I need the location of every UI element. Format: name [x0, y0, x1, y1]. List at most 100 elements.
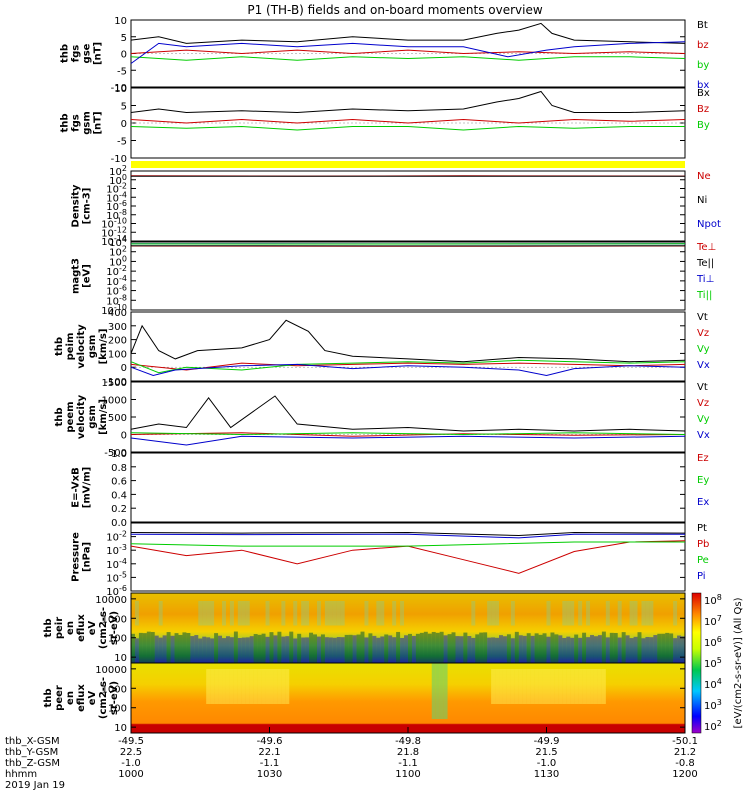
y-tick-label: 10 [114, 653, 127, 664]
y-axis-label: thbfgsgsm[nT] [60, 111, 104, 135]
y-tick-label: 0 [121, 431, 127, 442]
x-tick-label-z_gsm: -1.1 [398, 758, 418, 769]
colorbar: 108 107 106 105 104 103 102 [eV/(cm2-s-sr-eV)] … [692, 593, 744, 733]
panel-density: 10210010-210-410-610-810-1010-1210-14Den… [71, 164, 721, 248]
x-tick-label-x_gsm: -49.6 [257, 736, 283, 747]
panel-peim: 4003002001000-100thbpeimvelocitygsm[km/s… [54, 308, 710, 388]
y-tick-label: 0 [121, 363, 127, 374]
legend-Ez: Ez [697, 453, 709, 464]
y-axis-label: thbpeirenefluxeV(cm2-s-sr-eV) [43, 607, 120, 649]
colorbar-tick-label: 104 [704, 677, 722, 691]
x-tick-label-z_gsm: -1.1 [260, 758, 280, 769]
legend-Ti⊥: Ti⊥ [696, 274, 714, 285]
colorbar-scale [692, 593, 701, 733]
x-tick-label-hhmm: 1200 [672, 769, 697, 780]
panels-layer: 1050-5-10thbfgsgse[nT]Btbzbybx1050-5-10t… [43, 16, 721, 734]
legend-Vt: Vt [697, 382, 708, 393]
panel-frame [131, 171, 685, 241]
legend-Ey: Ey [697, 475, 709, 486]
y-tick-label: -5 [117, 137, 127, 148]
legend-Ex: Ex [697, 497, 709, 508]
y-tick-label: 1.0 [111, 449, 127, 460]
legend-Vz: Vz [697, 398, 709, 409]
x-tick-label-z_gsm: -1.0 [537, 758, 557, 769]
date-label: 2019 Jan 19 [5, 780, 65, 791]
x-tick-label-hhmm: 1030 [257, 769, 282, 780]
y-tick-label: 10-3 [106, 543, 127, 557]
legend-Ni: Ni [697, 195, 707, 206]
x-row-label: thb_Z-GSM [5, 758, 60, 769]
series-line-Pi [131, 534, 685, 538]
y-tick-label: -5 [117, 66, 127, 77]
x-tick-label-y_gsm: 21.2 [674, 747, 696, 758]
x-row-label: thb_Y-GSM [5, 747, 58, 758]
legend-Bz: Bz [697, 104, 709, 115]
x-tick-label-x_gsm: -49.9 [534, 736, 560, 747]
y-tick-label: 5 [121, 102, 127, 113]
x-tick-label-y_gsm: 22.5 [120, 747, 142, 758]
x-axis-layer: thb_X-GSMthb_Y-GSMthb_Z-GSMhhmm-49.522.5… [5, 727, 698, 791]
series-line-Bt [131, 23, 685, 43]
colorbar-tick-label: 102 [704, 719, 722, 733]
colorbar-label: [eV/(cm2-s-sr-eV)] (All Qs) [733, 597, 744, 728]
legend-Vz: Vz [697, 328, 709, 339]
x-tick-label-z_gsm: -1.0 [121, 758, 141, 769]
y-tick-label: 0 [121, 119, 127, 130]
legend-bz: bz [697, 40, 709, 51]
y-tick-label: 10 [114, 723, 127, 734]
x-tick-label-hhmm: 1100 [395, 769, 420, 780]
legend-Pe: Pe [697, 555, 709, 566]
colorbar-tick-label: 108 [704, 593, 722, 607]
y-tick-label: 200 [108, 336, 127, 347]
legend-Bt: Bt [697, 20, 708, 31]
legend-Te||: Te|| [696, 258, 714, 269]
x-tick-label-hhmm: 1000 [118, 769, 143, 780]
y-tick-label: 0.2 [111, 504, 127, 515]
y-tick-label: 300 [108, 322, 127, 333]
legend-Te⊥: Te⊥ [696, 242, 716, 253]
panel-peem: 150010005000-500thbpeemvelocitygsm[km/s]… [54, 378, 710, 459]
y-tick-label: 5 [121, 33, 127, 44]
legend-By: By [697, 120, 710, 131]
y-axis-label: thbpeimvelocitygsm[km/s] [54, 324, 109, 369]
y-tick-label: 0.4 [111, 490, 127, 501]
colorbar-tick-label: 105 [704, 656, 722, 670]
chart-title: P1 (TH-B) fields and on-board moments ov… [247, 3, 543, 17]
x-row-label: hhmm [5, 769, 37, 780]
y-axis-label: thbpeemvelocitygsm[km/s] [54, 394, 109, 439]
panel-temperature: 10410210010-210-410-610-810-10magt3[eV]T… [71, 235, 717, 317]
y-tick-label: 10-4 [106, 557, 127, 571]
y-tick-label: 10-5 [106, 570, 127, 584]
series-line-By [131, 127, 685, 131]
x-row-label: thb_X-GSM [5, 736, 60, 747]
legend-Vy: Vy [697, 344, 710, 355]
legend-Npot: Npot [697, 219, 721, 230]
y-tick-label: 0 [121, 50, 127, 61]
series-line-Vt [131, 320, 685, 361]
panel-frame [131, 242, 685, 310]
colorbar-tick-label: 106 [704, 635, 722, 649]
series-line-Vt [131, 396, 685, 431]
colorbar-tick-label: 103 [704, 698, 722, 712]
y-tick-label: 10 [114, 16, 127, 27]
y-axis-label: E=-VxB[mV/m] [71, 467, 93, 508]
panel-frame [131, 312, 685, 381]
y-tick-label: 10-2 [106, 530, 127, 544]
x-tick-label-y_gsm: 21.5 [535, 747, 557, 758]
series-line-by [131, 57, 685, 60]
y-tick-label: 10000 [95, 665, 127, 676]
y-axis-label: magt3[eV] [71, 258, 93, 294]
panel-frame [131, 453, 685, 522]
series-line-Pe [131, 542, 685, 546]
panel-peer: 10000100010010thbpeerenefluxeV(cm2-s-sr-… [43, 663, 685, 734]
y-tick-label: 500 [108, 413, 127, 424]
colorbar-tick-label: 107 [704, 614, 722, 628]
y-axis-label: thbfgsgse[nT] [60, 42, 104, 65]
y-tick-label: 400 [108, 308, 127, 319]
y-axis-label: thbpeerenefluxeV(cm2-s-sr-eV) [43, 677, 120, 719]
series-line-Bz [131, 120, 685, 124]
legend-Pt: Pt [697, 523, 707, 534]
panel-peir: 10000100010010thbpeirenefluxeV(cm2-s-sr-… [43, 593, 685, 664]
y-axis-label: Density[cm-3] [71, 184, 93, 227]
